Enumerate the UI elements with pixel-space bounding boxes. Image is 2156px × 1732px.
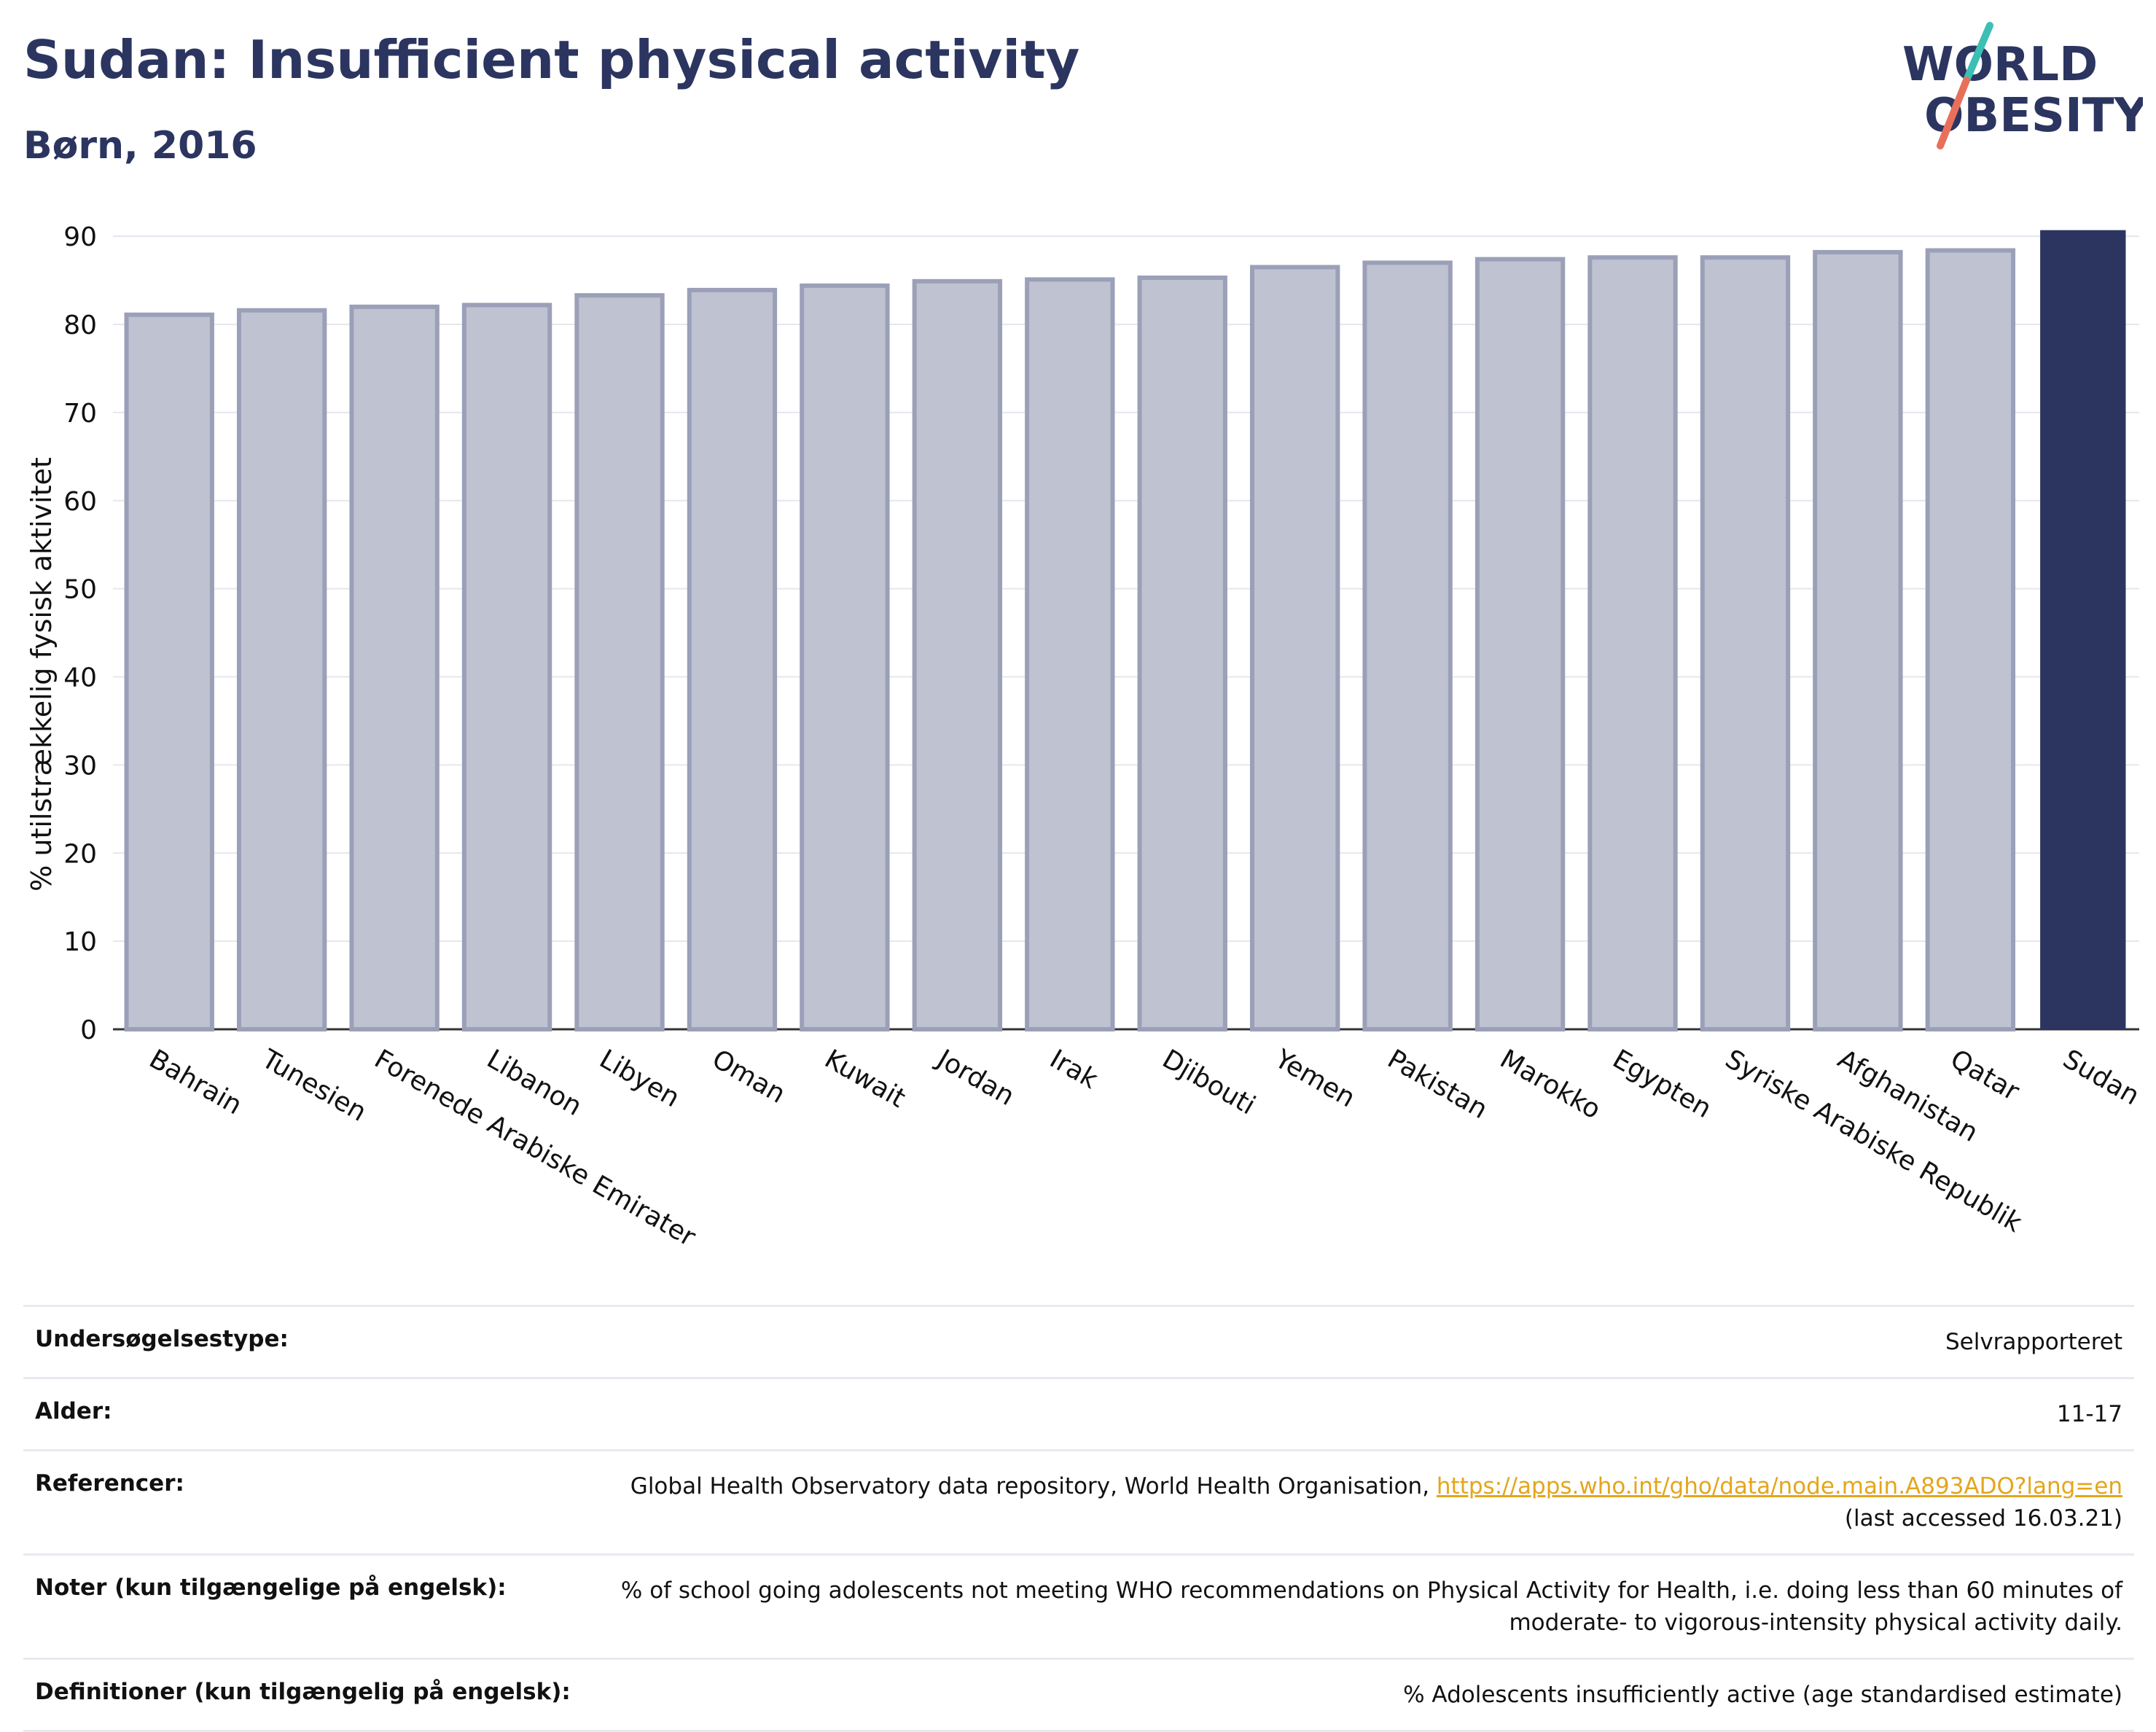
reference-accessed: (last accessed 16.03.21) <box>1844 1505 2122 1532</box>
bar-forenede-arabiske-emirater <box>349 304 440 1031</box>
bar-djibouti <box>1137 275 1227 1031</box>
bar-libanon <box>461 303 552 1032</box>
grid-lines <box>113 235 2139 1031</box>
x-tick-label: Yemen <box>1269 1044 1360 1114</box>
logo-slash-bottom <box>1937 77 1970 149</box>
y-tick-label: 10 <box>63 927 97 957</box>
info-row-definitions: Definitioner (kun tilgængelig på engelsk… <box>23 1658 2134 1732</box>
bar-kuwait <box>800 283 890 1032</box>
bars <box>124 230 2126 1032</box>
bar-marokko <box>1475 257 1566 1032</box>
logo-slash-top <box>1963 22 1993 84</box>
x-tick-label: Marokko <box>1495 1044 1606 1125</box>
y-tick-label: 50 <box>63 575 97 605</box>
bar-yemen <box>1249 265 1340 1031</box>
chart-title: Sudan: Insufficient physical activity <box>23 29 1080 90</box>
x-tick-label: Jordan <box>931 1043 1019 1112</box>
x-tick-label: Djibouti <box>1157 1044 1260 1120</box>
bar-oman <box>687 287 778 1031</box>
reference-text: Global Health Observatory data repositor… <box>630 1473 1437 1499</box>
x-tick-label: Kuwait <box>819 1044 910 1114</box>
y-tick-label: 40 <box>63 663 97 693</box>
bar-qatar <box>1925 248 2016 1031</box>
x-tick-label: Irak <box>1044 1044 1103 1095</box>
y-tick-label: 0 <box>80 1015 97 1045</box>
info-row-notes: Noter (kun tilgængelige på engelsk): % o… <box>23 1553 2134 1658</box>
x-tick-label: Bahrain <box>144 1044 247 1120</box>
info-label: Definitioner (kun tilgængelig på engelsk… <box>35 1679 571 1705</box>
info-label: Alder: <box>35 1398 112 1424</box>
info-row-references: Referencer: Global Health Observatory da… <box>23 1449 2134 1553</box>
info-value: % Adolescents insufficiently active (age… <box>1403 1682 2122 1708</box>
x-tick-label: Pakistan <box>1383 1044 1493 1125</box>
y-tick-label: 60 <box>63 487 97 517</box>
y-tick-labels: 0 10 20 30 40 50 60 70 80 90 <box>63 222 97 1045</box>
info-label: Undersøgelsestype: <box>35 1326 289 1352</box>
info-value: 11-17 <box>2056 1401 2122 1427</box>
bar-syriske-arabiske-republik <box>1700 255 1791 1031</box>
world-obesity-logo: WORLD OBESITY <box>1902 22 2143 149</box>
reference-link[interactable]: https://apps.who.int/gho/data/node.main.… <box>1436 1473 2122 1499</box>
bar-irak <box>1025 277 1115 1031</box>
x-tick-label: Sudan <box>2058 1044 2144 1111</box>
x-tick-label: Oman <box>707 1044 790 1109</box>
x-tick-label: Qatar <box>1945 1044 2024 1107</box>
bar-afghanistan <box>1813 249 1903 1031</box>
logo-word-world: WORLD <box>1902 38 2098 92</box>
bar-chart: 0 10 20 30 40 50 60 70 80 90 Bahrain TunesienForen… <box>26 222 2144 1252</box>
chart-subtitle: Børn, 2016 <box>23 124 257 168</box>
x-tick-label: Libyen <box>595 1044 685 1113</box>
info-value: Selvrapporteret <box>1945 1329 2122 1355</box>
info-label: Noter (kun tilgængelige på engelsk): <box>35 1575 507 1601</box>
bar-libyen <box>574 293 665 1032</box>
info-row-age: Alder: 11-17 <box>23 1377 2134 1449</box>
y-tick-label: 80 <box>63 311 97 340</box>
y-tick-label: 90 <box>63 222 97 252</box>
info-table: Undersøgelsestype: Selvrapporteret Alder… <box>23 1305 2134 1732</box>
x-tick-label: Tunesien <box>256 1044 371 1128</box>
y-tick-label: 30 <box>63 751 97 781</box>
bar-bahrain <box>124 312 214 1032</box>
bar-egypten <box>1587 255 1678 1031</box>
x-tick-label: Egypten <box>1608 1044 1716 1124</box>
bar-tunesien <box>236 308 327 1031</box>
y-tick-label: 20 <box>63 839 97 869</box>
info-label: Referencer: <box>35 1470 184 1497</box>
bar-pakistan <box>1362 260 1453 1031</box>
info-row-survey-type: Undersøgelsestype: Selvrapporteret <box>23 1305 2134 1377</box>
y-axis-label: % utilstrækkelig fysisk aktivitet <box>26 457 58 892</box>
bar-sudan <box>2040 230 2126 1030</box>
bar-jordan <box>912 278 1003 1031</box>
info-value: Global Health Observatory data repositor… <box>630 1470 2122 1534</box>
info-value: % of school going adolescents not meetin… <box>620 1577 2122 1636</box>
y-tick-label: 70 <box>63 399 97 429</box>
